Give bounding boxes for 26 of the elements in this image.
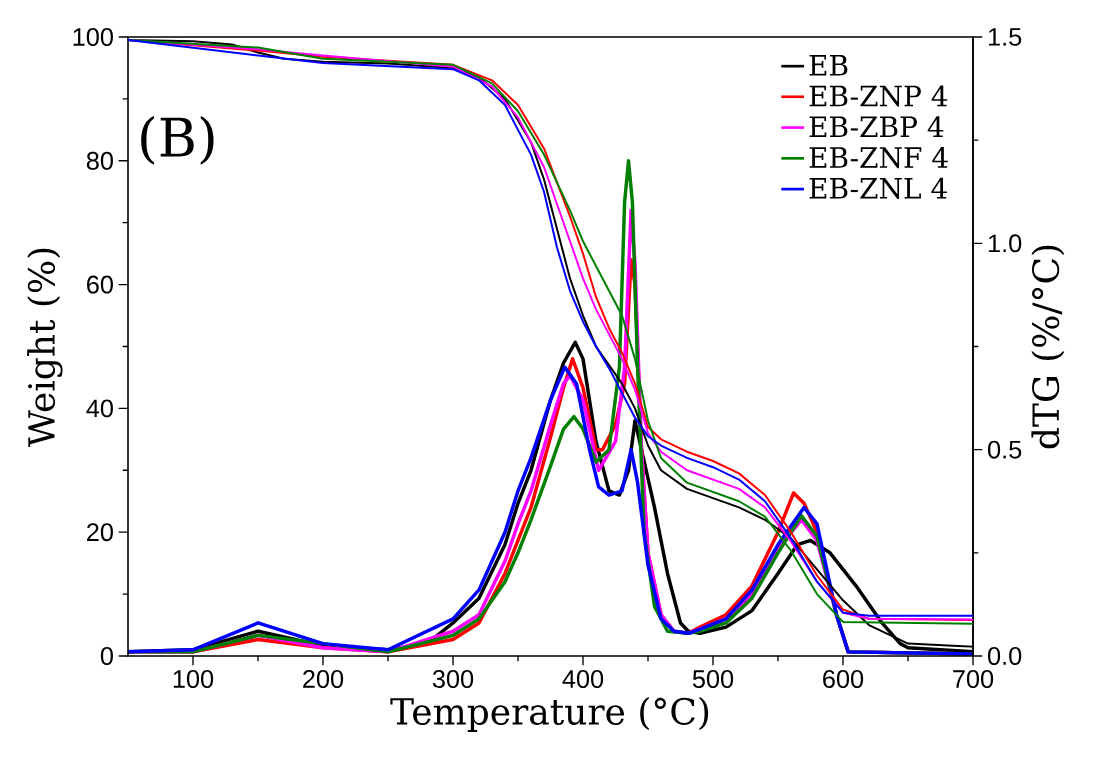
y-tick-label: 100: [73, 28, 113, 46]
y-tick-label: 60: [87, 275, 113, 294]
y2-tick-label: 1.5: [988, 28, 1022, 46]
annotation: (B): [141, 116, 214, 165]
y-tick-label: 40: [86, 399, 113, 418]
legend-label: EB-ZNP 4: [809, 85, 948, 107]
x-tick-label: 200: [303, 670, 344, 688]
y2-tick-label: 1.0: [988, 234, 1022, 253]
y-tick-label: 0: [100, 647, 113, 665]
y-tick-label: 80: [86, 151, 113, 170]
y2-tick-label: 0.0: [988, 647, 1022, 665]
y2-axis-title: dTG (%/°C): [1031, 245, 1065, 449]
legend-label: EB: [809, 54, 848, 76]
x-tick-label: 500: [692, 670, 734, 688]
x-tick-label: 100: [173, 670, 214, 688]
y-tick-label: 20: [87, 523, 113, 542]
y2-tick-label: 0.5: [988, 440, 1022, 459]
x-axis-title: Temperature (°C): [390, 697, 709, 732]
x-tick-label: 600: [823, 670, 864, 688]
x-tick-label: 300: [432, 670, 474, 688]
legend-label: EB-ZNF 4: [809, 146, 948, 169]
y-axis-title: Weight (%): [27, 248, 63, 447]
x-tick-label: 400: [562, 670, 604, 688]
legend-label: EB-ZNL 4: [809, 177, 947, 199]
x-tick-label: 700: [953, 670, 994, 688]
legend-label: EB-ZBP 4: [809, 116, 944, 137]
